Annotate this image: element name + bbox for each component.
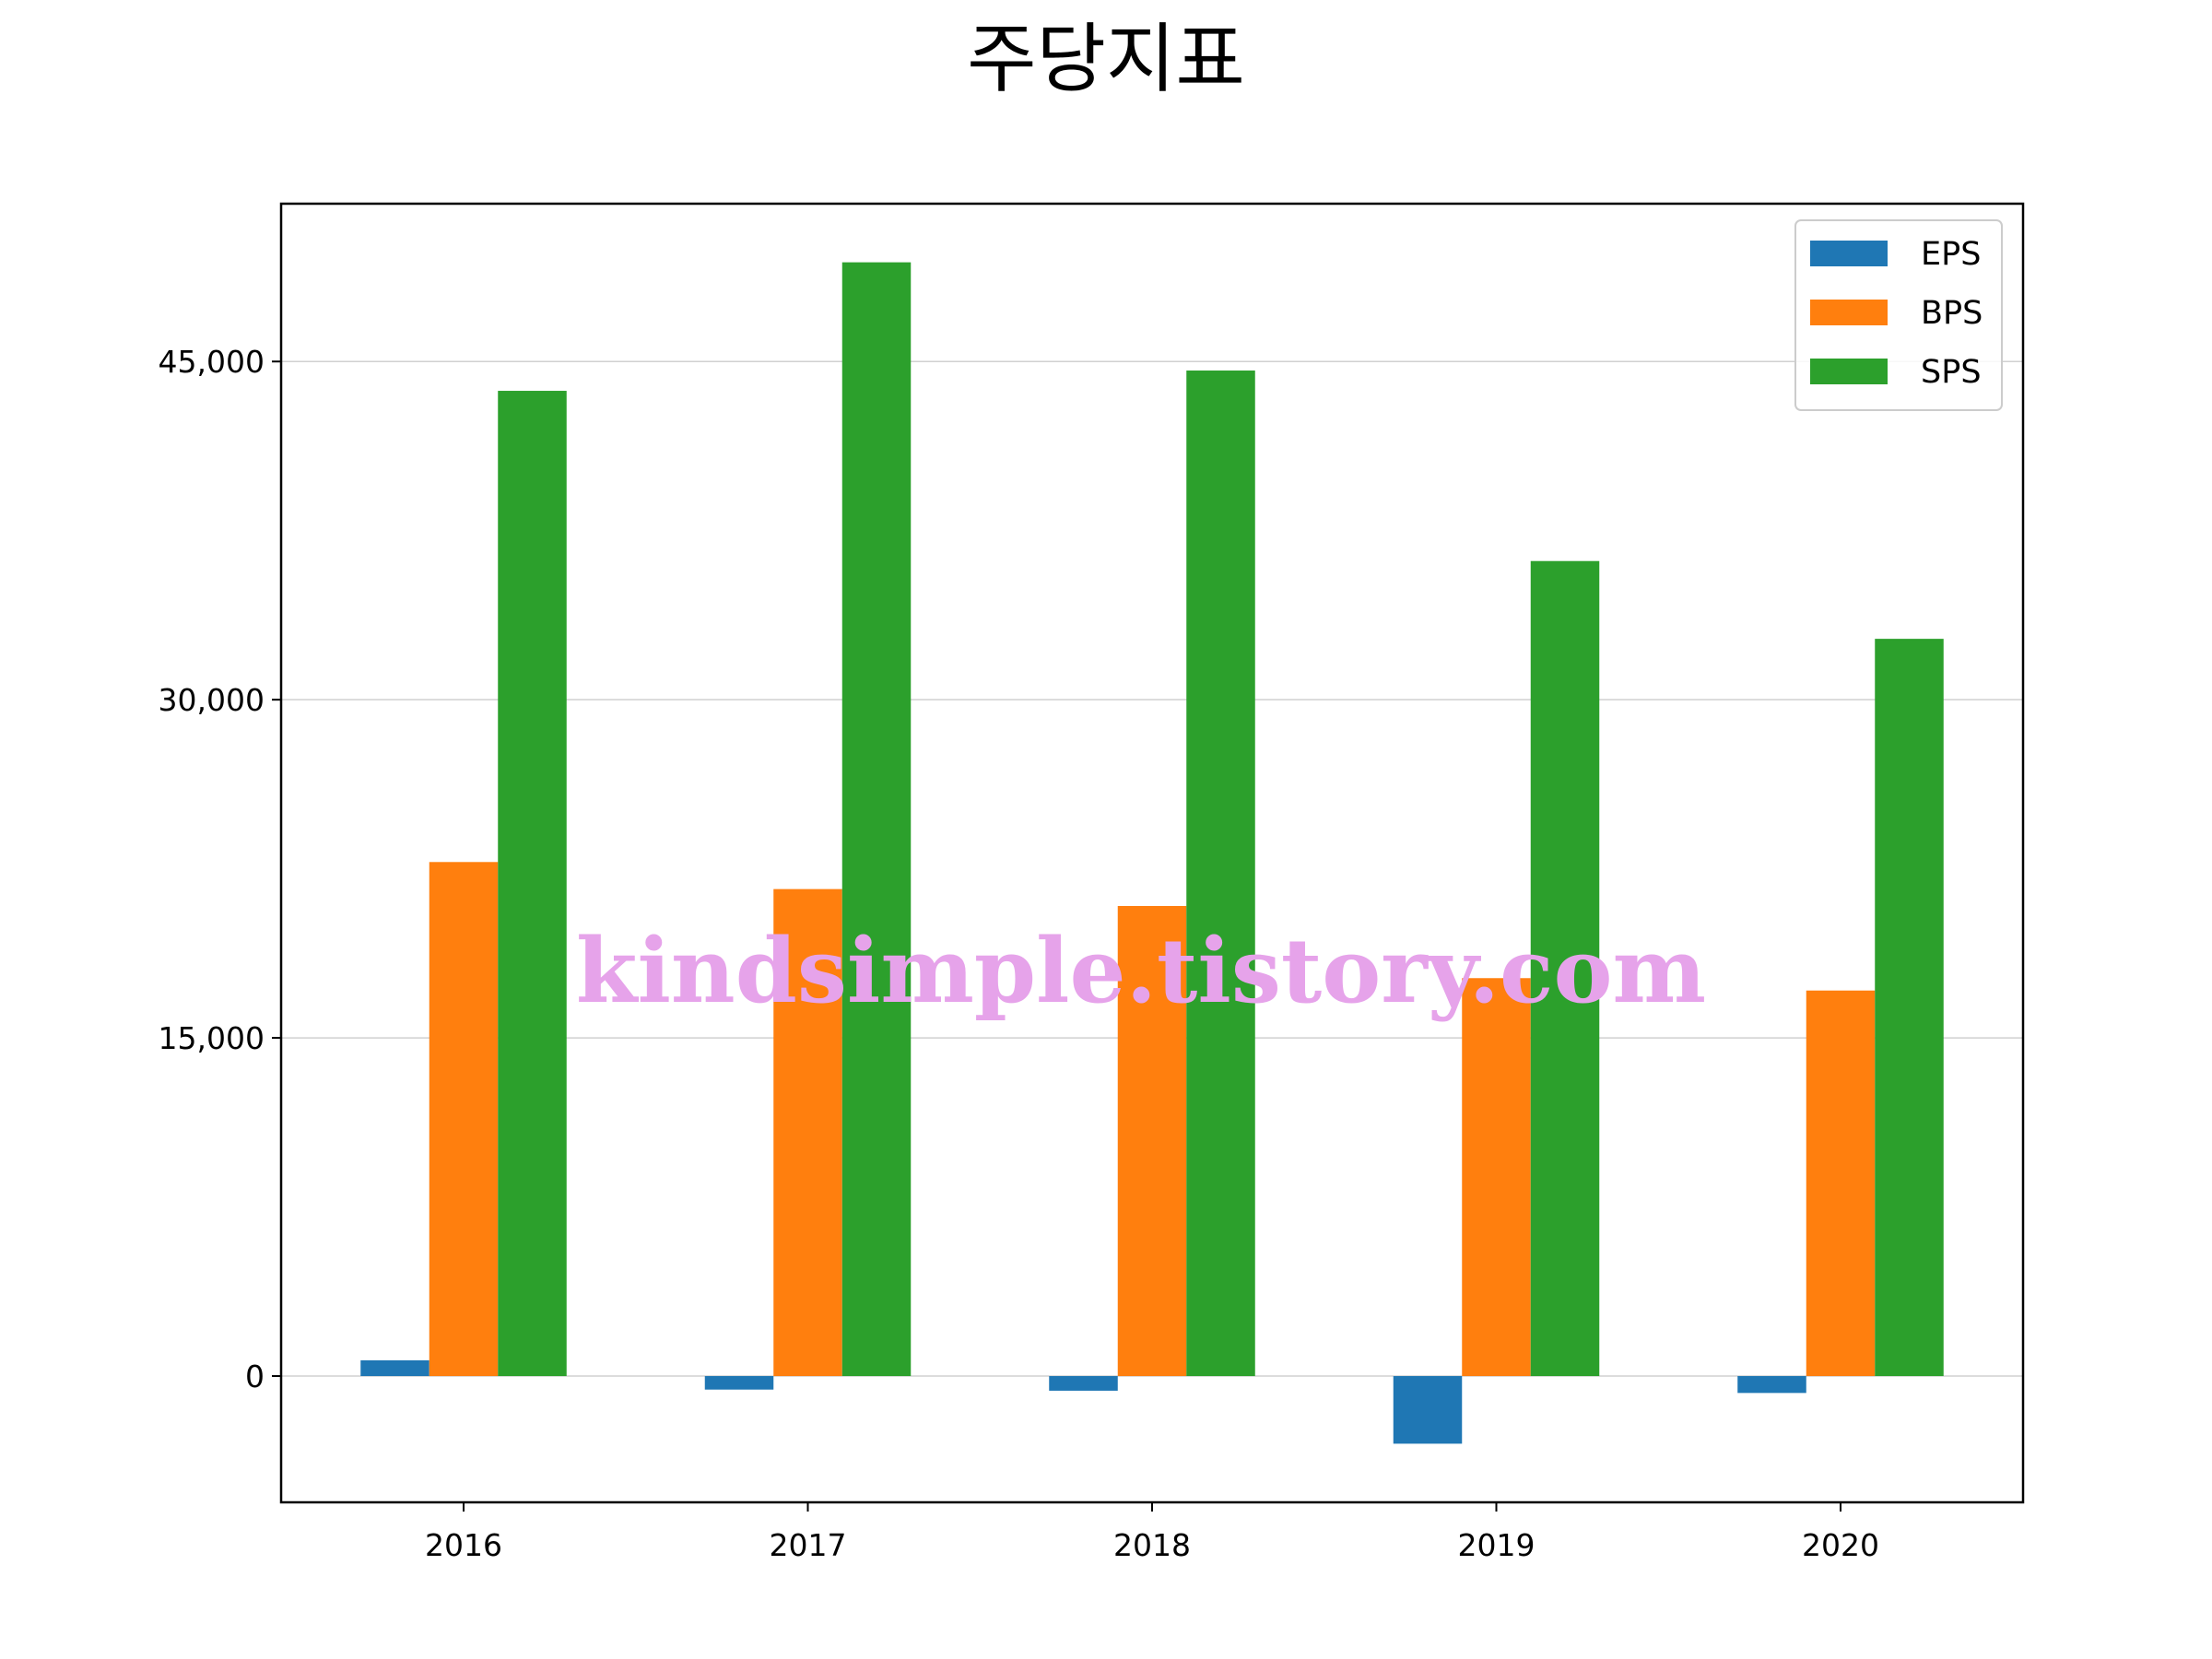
legend: EPS BPS SPS bbox=[1794, 219, 2003, 411]
bar-eps-2018 bbox=[1049, 1376, 1118, 1391]
bar-eps-2019 bbox=[1393, 1376, 1463, 1444]
bar-bps-2017 bbox=[773, 888, 842, 1377]
bar-bps-2019 bbox=[1462, 978, 1531, 1377]
legend-swatch-sps bbox=[1810, 359, 1888, 384]
x-tick-label: 2020 bbox=[1802, 1527, 1879, 1563]
chart-title: 주당지표 bbox=[967, 16, 1245, 103]
bar-bps-2018 bbox=[1117, 905, 1187, 1377]
bar-sps-2018 bbox=[1186, 371, 1255, 1377]
legend-swatch-bps bbox=[1810, 300, 1888, 325]
bar-eps-2020 bbox=[1737, 1376, 1806, 1394]
x-tick-label: 2018 bbox=[1113, 1527, 1191, 1563]
bar-bps-2020 bbox=[1806, 990, 1876, 1377]
bar-sps-2016 bbox=[498, 391, 567, 1377]
bar-eps-2017 bbox=[704, 1376, 774, 1390]
legend-label-sps: SPS bbox=[1921, 354, 1982, 391]
tick-labels: 0 15,000 30,000 45,000 2016 2017 2018 2019 2020 bbox=[159, 344, 1879, 1563]
y-tick-label: 15,000 bbox=[159, 1020, 265, 1056]
y-tick-label: 30,000 bbox=[159, 682, 265, 718]
bar-eps-2016 bbox=[360, 1359, 429, 1377]
y-tick-label: 45,000 bbox=[159, 344, 265, 380]
x-tick-label: 2016 bbox=[425, 1527, 502, 1563]
x-tick-label: 2019 bbox=[1458, 1527, 1535, 1563]
x-tick-label: 2017 bbox=[770, 1527, 847, 1563]
y-tick-label: 0 bbox=[245, 1359, 265, 1394]
legend-swatch-eps bbox=[1810, 241, 1888, 266]
watermark: kindsimple.tistory.com bbox=[576, 919, 1706, 1023]
bar-sps-2019 bbox=[1530, 560, 1600, 1377]
bar-sps-2020 bbox=[1875, 639, 1944, 1377]
legend-label-eps: EPS bbox=[1921, 236, 1981, 273]
bar-bps-2016 bbox=[429, 862, 499, 1377]
legend-label-bps: BPS bbox=[1921, 295, 1983, 332]
bar-sps-2017 bbox=[841, 262, 912, 1377]
bars bbox=[360, 262, 1944, 1444]
